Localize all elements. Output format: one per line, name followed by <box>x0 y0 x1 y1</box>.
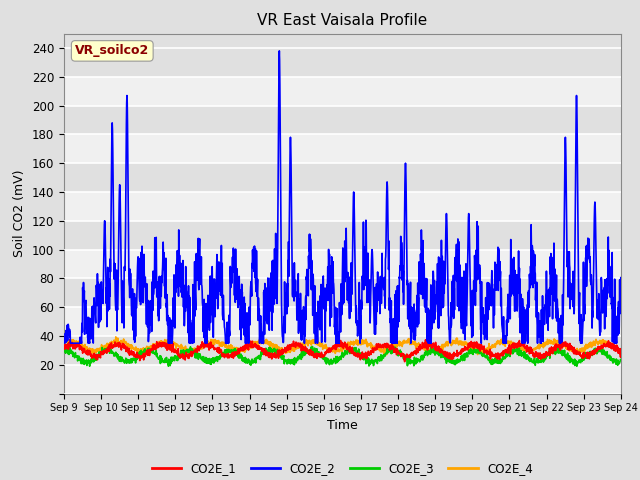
X-axis label: Time: Time <box>327 419 358 432</box>
Text: VR_soilco2: VR_soilco2 <box>75 44 149 58</box>
Bar <box>64 77 621 106</box>
Bar <box>64 192 621 221</box>
Bar <box>64 365 621 394</box>
Bar <box>64 307 621 336</box>
Bar <box>64 250 621 278</box>
Title: VR East Vaisala Profile: VR East Vaisala Profile <box>257 13 428 28</box>
Y-axis label: Soil CO2 (mV): Soil CO2 (mV) <box>13 170 26 257</box>
Legend: CO2E_1, CO2E_2, CO2E_3, CO2E_4: CO2E_1, CO2E_2, CO2E_3, CO2E_4 <box>147 457 538 480</box>
Bar <box>64 134 621 163</box>
